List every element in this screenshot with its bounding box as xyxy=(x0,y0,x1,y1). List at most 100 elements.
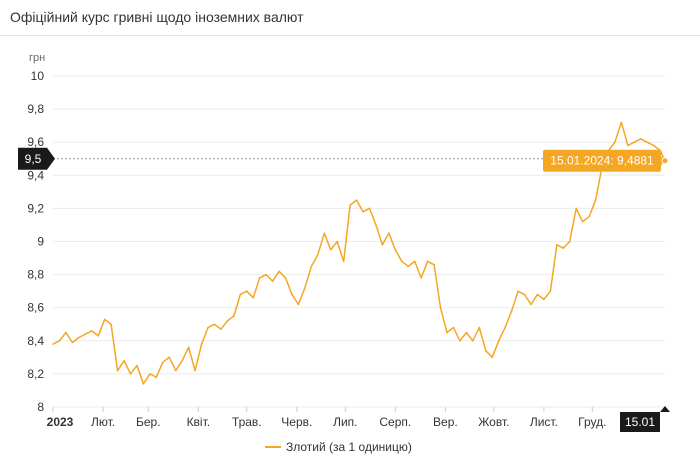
data-point xyxy=(329,248,332,251)
y-tick-label: 9 xyxy=(37,235,44,249)
page-title: Офіційний курс гривні щодо іноземних вал… xyxy=(10,9,304,25)
data-point xyxy=(446,331,448,334)
data-point xyxy=(304,287,306,289)
data-point xyxy=(362,210,364,213)
data-point xyxy=(336,240,339,243)
data-point xyxy=(97,335,100,337)
data-point xyxy=(633,141,636,143)
data-point xyxy=(239,293,242,296)
data-point xyxy=(497,340,500,342)
legend[interactable]: Злотий (за 1 одиницю) xyxy=(265,440,412,454)
data-point xyxy=(52,343,54,345)
x-tick-label: Лип. xyxy=(333,415,357,429)
grid-lines xyxy=(53,75,665,408)
y-tick-label: 9,4 xyxy=(27,168,44,182)
data-point xyxy=(368,207,371,210)
tooltip: 15.01.2024: 9,4881 xyxy=(543,149,669,172)
data-point xyxy=(491,356,494,359)
current-date-flag xyxy=(620,406,670,432)
data-point xyxy=(291,293,293,296)
data-point xyxy=(123,359,125,362)
data-point xyxy=(349,204,351,206)
crosshair-value-label: 9,5 xyxy=(25,152,42,166)
data-point xyxy=(317,253,319,256)
data-point xyxy=(581,220,584,223)
data-point xyxy=(84,333,87,335)
data-point xyxy=(90,330,93,332)
data-point xyxy=(174,369,177,372)
data-point xyxy=(413,260,416,263)
x-axis-current-flag: 15.01 xyxy=(620,406,670,432)
y-tick-label: 8,4 xyxy=(27,334,44,348)
data-point xyxy=(226,320,229,322)
data-point xyxy=(355,199,358,201)
y-tick-label: 8,6 xyxy=(27,301,44,315)
data-point xyxy=(265,273,267,276)
data-point xyxy=(103,318,106,321)
data-point xyxy=(233,315,235,317)
x-tick-label: Груд. xyxy=(578,415,606,429)
data-point xyxy=(620,121,623,124)
data-point xyxy=(639,138,642,140)
data-point xyxy=(530,303,532,306)
y-tick-label: 9,6 xyxy=(27,135,44,149)
data-point xyxy=(549,290,552,292)
data-point xyxy=(200,343,203,345)
y-tick-label: 8,8 xyxy=(27,268,44,282)
data-point xyxy=(258,277,261,279)
x-tick-label: Жовт. xyxy=(478,415,509,429)
data-point xyxy=(543,298,545,301)
data-point xyxy=(575,207,577,210)
data-point xyxy=(181,359,183,362)
y-tick-label: 10 xyxy=(31,69,45,83)
data-point xyxy=(129,373,132,375)
data-point xyxy=(381,244,384,246)
data-point xyxy=(136,364,138,367)
data-point xyxy=(510,310,513,312)
data-point xyxy=(452,326,455,329)
data-point xyxy=(562,247,565,249)
series-line xyxy=(52,121,666,385)
data-point xyxy=(58,340,61,342)
data-point xyxy=(187,346,190,349)
y-tick-label: 8 xyxy=(37,400,44,414)
y-tick-label: 9,8 xyxy=(27,102,44,116)
data-point xyxy=(194,369,196,372)
data-point xyxy=(162,361,164,364)
data-point xyxy=(588,215,590,218)
x-tick-label: Черв. xyxy=(281,415,312,429)
data-point xyxy=(517,290,519,292)
y-axis-ticks: 8 8,2 8,4 8,6 8,8 9 9,2 9,4 9,6 9,8 10 xyxy=(27,69,44,414)
data-point xyxy=(652,144,655,147)
data-point xyxy=(472,340,474,342)
data-point xyxy=(297,303,300,306)
data-point xyxy=(213,323,216,326)
data-point xyxy=(465,331,468,334)
data-point xyxy=(168,356,171,359)
data-point xyxy=(284,277,287,279)
data-point xyxy=(433,263,435,266)
data-point xyxy=(78,336,80,339)
data-point xyxy=(271,280,274,283)
data-point xyxy=(504,326,506,329)
data-point xyxy=(556,244,558,246)
tooltip-text: 15.01.2024: 9,4881 xyxy=(550,154,654,168)
data-point xyxy=(614,141,616,143)
data-point xyxy=(523,293,526,296)
x-tick-label: Серп. xyxy=(379,415,411,429)
series-layer xyxy=(52,121,666,385)
page-header: Офіційний курс гривні щодо іноземних вал… xyxy=(0,0,700,36)
x-tick-label: Трав. xyxy=(232,415,262,429)
data-point xyxy=(155,376,158,379)
current-date-label: 15.01 xyxy=(625,415,655,429)
data-point xyxy=(407,265,410,268)
data-point xyxy=(142,383,145,385)
data-point xyxy=(342,260,345,263)
x-tick-label: Лист. xyxy=(530,415,558,429)
data-point xyxy=(394,248,397,251)
data-point xyxy=(149,373,151,375)
data-point xyxy=(646,141,649,143)
y-tick-label: 9,2 xyxy=(27,201,44,215)
data-point xyxy=(388,232,390,235)
